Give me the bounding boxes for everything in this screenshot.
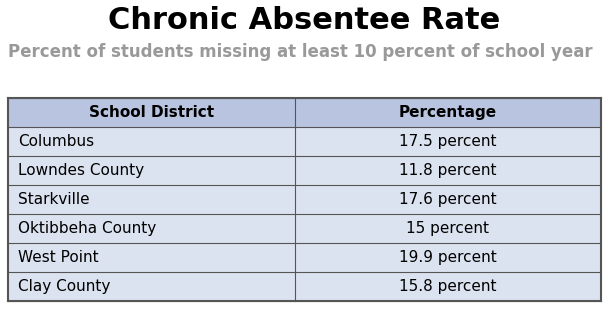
Text: 11.8 percent: 11.8 percent	[400, 163, 497, 178]
Text: School District: School District	[89, 105, 214, 120]
Text: Clay County: Clay County	[18, 279, 110, 294]
Text: Percent of students missing at least 10 percent of school year: Percent of students missing at least 10 …	[8, 43, 593, 61]
Text: Starkville: Starkville	[18, 192, 90, 207]
Text: Chronic Absentee Rate: Chronic Absentee Rate	[108, 6, 501, 35]
Bar	[8, 127, 601, 156]
Bar	[8, 98, 601, 127]
Text: Lowndes County: Lowndes County	[18, 163, 144, 178]
Bar	[8, 214, 601, 243]
Text: Columbus: Columbus	[18, 134, 94, 149]
Text: Percentage: Percentage	[399, 105, 497, 120]
Text: 15.8 percent: 15.8 percent	[400, 279, 497, 294]
Text: 17.6 percent: 17.6 percent	[399, 192, 497, 207]
Bar	[8, 156, 601, 185]
Text: 19.9 percent: 19.9 percent	[399, 250, 497, 265]
Text: 17.5 percent: 17.5 percent	[400, 134, 497, 149]
Bar	[8, 243, 601, 272]
Text: 15 percent: 15 percent	[406, 221, 490, 236]
Bar	[8, 185, 601, 214]
Text: Oktibbeha County: Oktibbeha County	[18, 221, 157, 236]
Bar	[8, 272, 601, 301]
Text: West Point: West Point	[18, 250, 99, 265]
